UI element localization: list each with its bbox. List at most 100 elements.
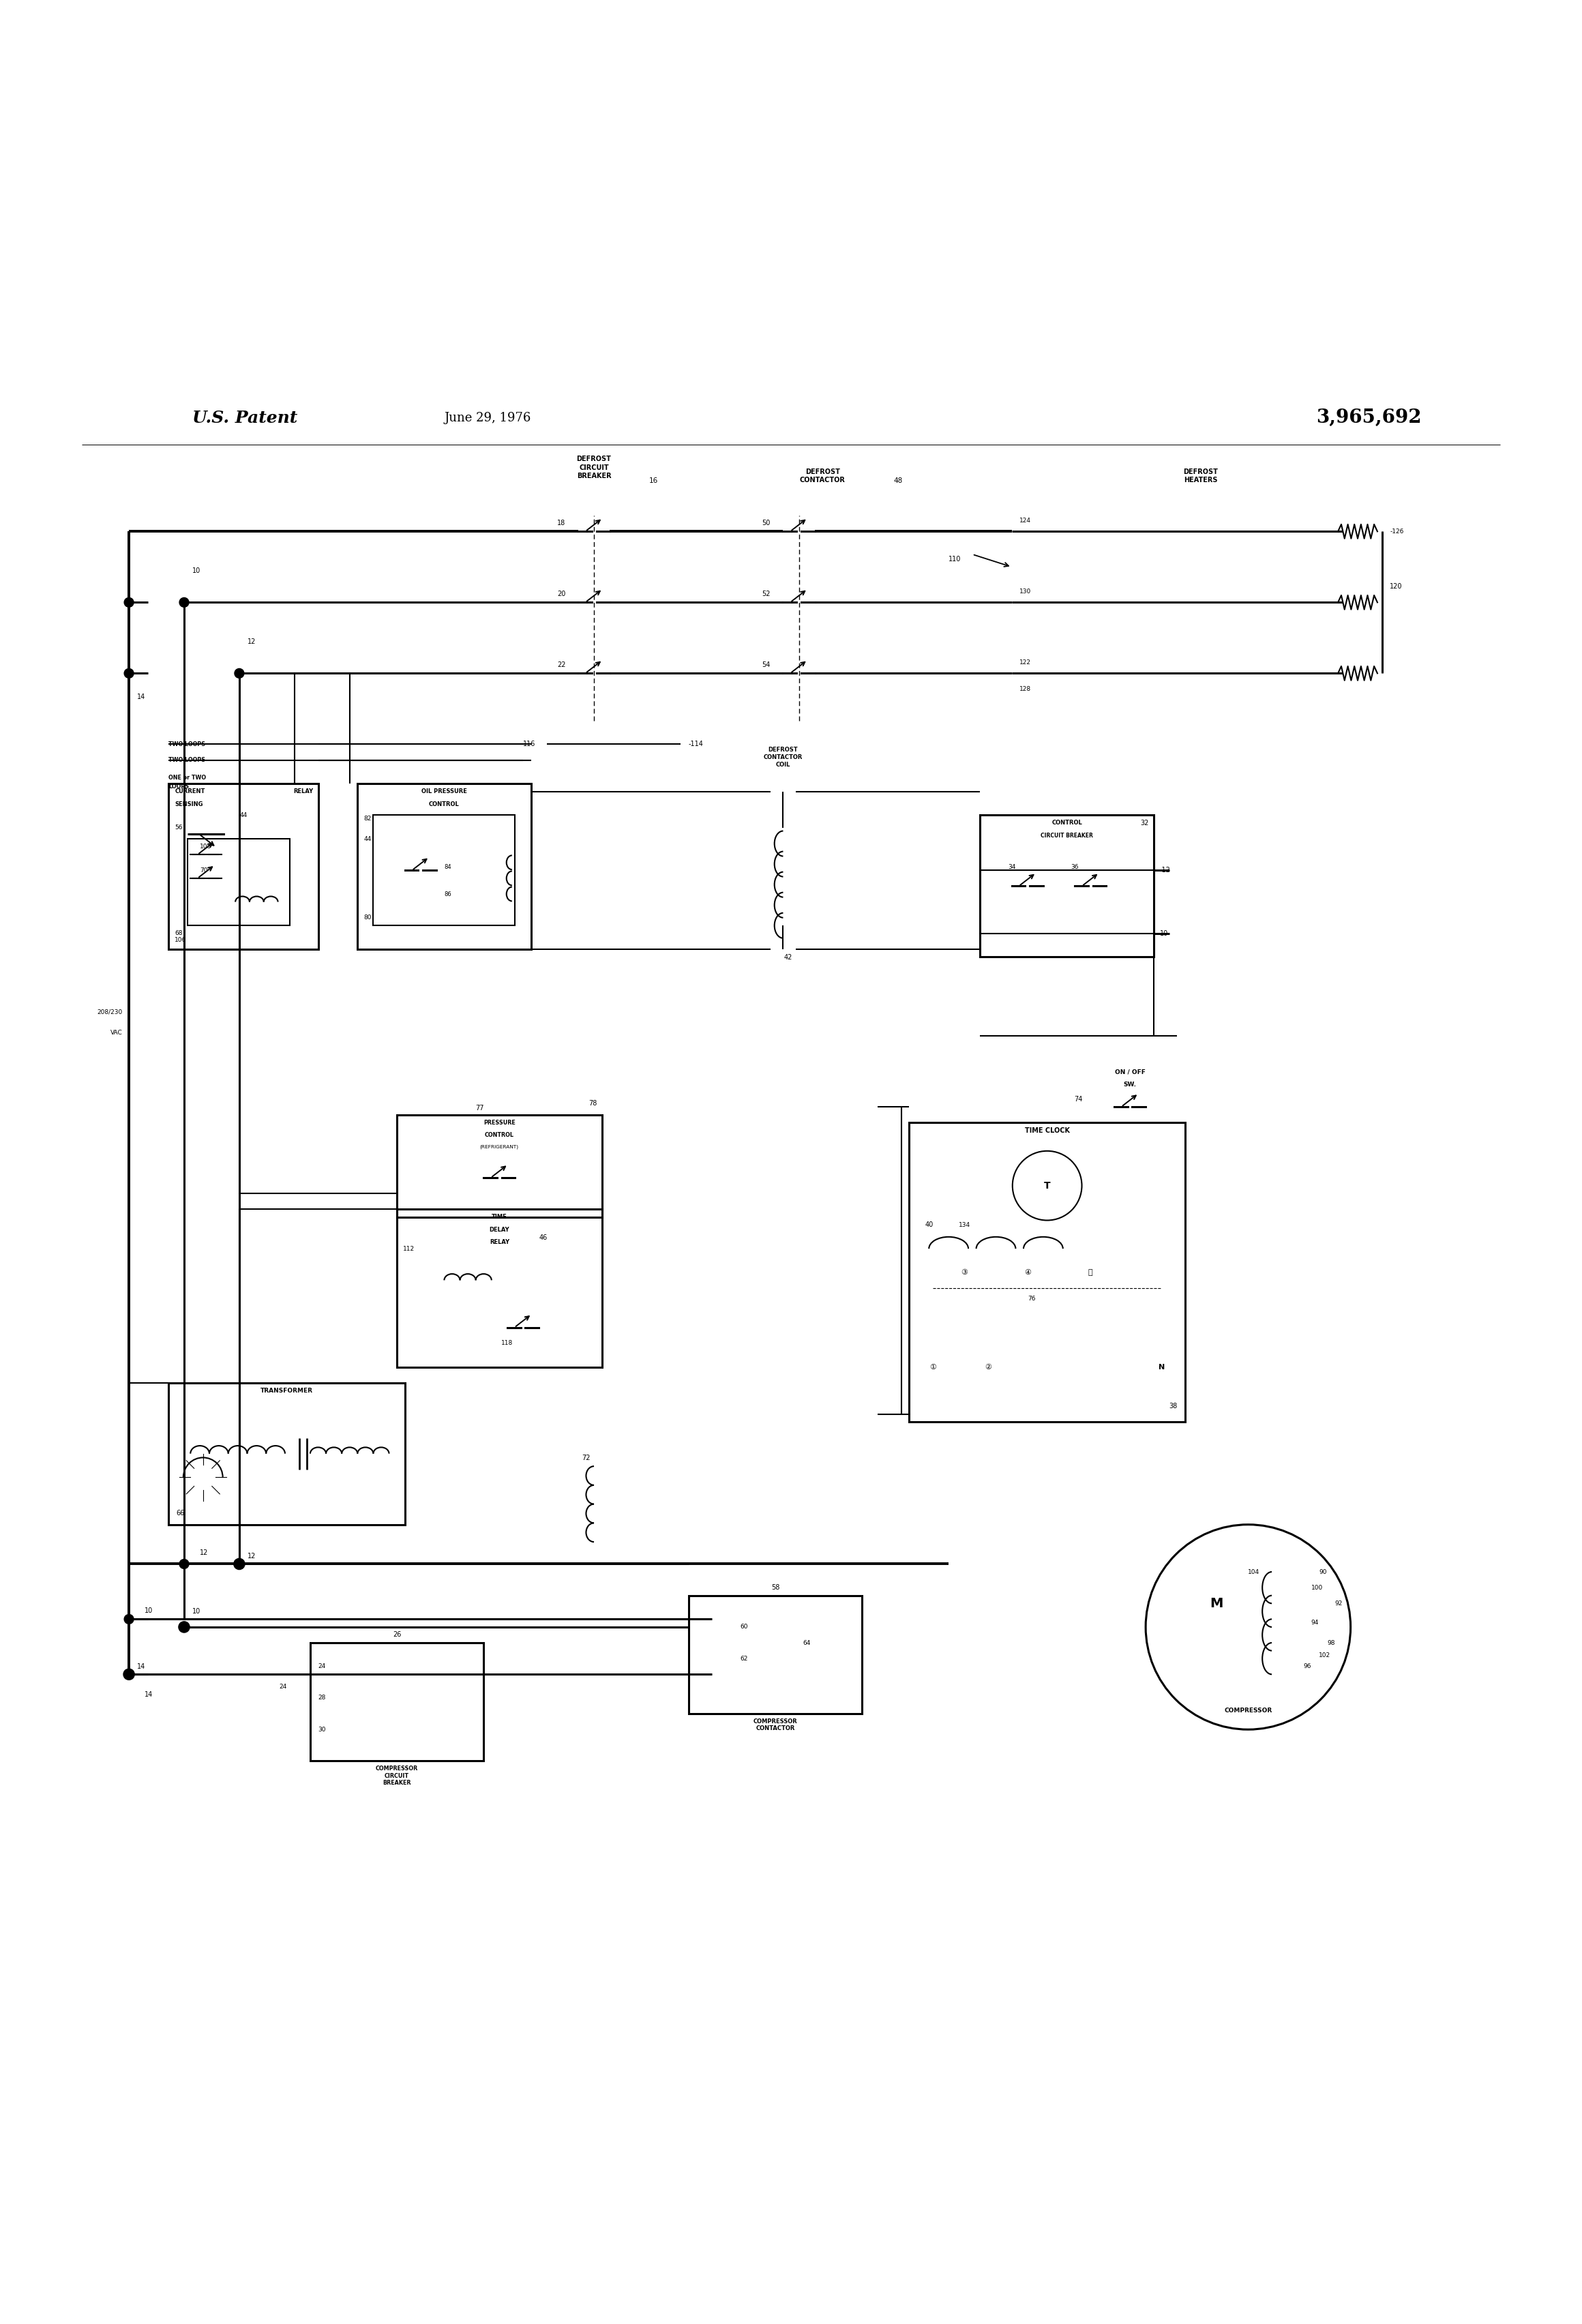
Text: CIRCUIT BREAKER: CIRCUIT BREAKER — [1041, 832, 1093, 839]
Text: June 29, 1976: June 29, 1976 — [445, 411, 532, 423]
Text: 32: 32 — [1141, 820, 1149, 827]
Text: 44: 44 — [364, 837, 372, 841]
Text: 96: 96 — [1304, 1664, 1311, 1669]
Text: 30: 30 — [318, 1727, 326, 1734]
Text: 24: 24 — [318, 1664, 326, 1669]
Text: TIME CLOCK: TIME CLOCK — [1025, 1127, 1069, 1134]
Text: 100: 100 — [1311, 1585, 1323, 1590]
Text: 64: 64 — [804, 1641, 810, 1645]
Text: 44: 44 — [239, 811, 247, 818]
Text: TWO LOOPS: TWO LOOPS — [168, 741, 206, 748]
Text: 16: 16 — [649, 479, 658, 483]
Bar — [981, 816, 1153, 957]
Text: COMPRESSOR
CIRCUIT
BREAKER: COMPRESSOR CIRCUIT BREAKER — [375, 1766, 418, 1787]
Text: ④: ④ — [1024, 1269, 1031, 1276]
Text: TWO LOOPS: TWO LOOPS — [168, 758, 206, 762]
Text: -12: -12 — [1160, 867, 1171, 874]
Text: 122: 122 — [1019, 660, 1031, 665]
Circle shape — [123, 1669, 134, 1680]
Text: 74: 74 — [1074, 1095, 1082, 1102]
Bar — [397, 1116, 601, 1218]
Text: (REFRIGERANT): (REFRIGERANT) — [479, 1146, 519, 1148]
Text: 12: 12 — [199, 1550, 209, 1557]
Text: 134: 134 — [959, 1222, 970, 1227]
Text: 80: 80 — [364, 916, 372, 920]
Text: 26: 26 — [392, 1631, 402, 1638]
Circle shape — [234, 1559, 245, 1569]
Text: PRESSURE: PRESSURE — [484, 1120, 516, 1125]
Text: N: N — [1158, 1364, 1164, 1371]
Text: 84: 84 — [445, 865, 451, 869]
Text: DEFROST
CIRCUIT
BREAKER: DEFROST CIRCUIT BREAKER — [576, 456, 611, 479]
Text: TRANSFORMER: TRANSFORMER — [261, 1387, 313, 1394]
Bar — [397, 1208, 601, 1367]
Text: 104: 104 — [1248, 1569, 1259, 1576]
Bar — [688, 1597, 862, 1713]
Text: 20: 20 — [557, 590, 566, 597]
Text: DELAY: DELAY — [489, 1227, 509, 1232]
Text: 14: 14 — [136, 1664, 146, 1671]
Bar — [358, 783, 532, 948]
Text: 62: 62 — [740, 1655, 748, 1662]
Text: 86: 86 — [445, 890, 451, 897]
Text: 50: 50 — [763, 521, 770, 528]
Text: 124: 124 — [1019, 518, 1031, 523]
Text: VAC: VAC — [111, 1030, 123, 1037]
Bar — [168, 783, 318, 948]
Text: 208/230: 208/230 — [97, 1009, 123, 1016]
Text: -114: -114 — [688, 741, 704, 748]
Text: 116: 116 — [524, 741, 536, 748]
Text: 10: 10 — [191, 567, 201, 574]
Text: CONTROL: CONTROL — [1052, 820, 1082, 825]
Text: 58: 58 — [770, 1585, 780, 1590]
Text: 110: 110 — [949, 555, 962, 562]
Text: 14: 14 — [136, 693, 146, 700]
Text: 77: 77 — [475, 1104, 484, 1111]
Text: 56: 56 — [174, 825, 182, 832]
Text: 28: 28 — [318, 1694, 326, 1701]
Text: 38: 38 — [1169, 1404, 1177, 1411]
Text: DEFROST
HEATERS: DEFROST HEATERS — [1183, 469, 1218, 483]
Text: COMPRESSOR
CONTACTOR: COMPRESSOR CONTACTOR — [753, 1717, 797, 1731]
Text: 22: 22 — [557, 662, 566, 669]
Circle shape — [234, 669, 244, 679]
Text: 70: 70 — [199, 867, 207, 874]
Text: M: M — [1210, 1597, 1223, 1611]
Text: ON / OFF: ON / OFF — [1115, 1069, 1145, 1076]
Text: 60: 60 — [740, 1624, 748, 1629]
Text: RELAY: RELAY — [489, 1239, 509, 1246]
Text: 108: 108 — [199, 844, 212, 851]
Text: 76: 76 — [1027, 1297, 1035, 1301]
Circle shape — [179, 1622, 190, 1631]
Text: RELAY: RELAY — [294, 788, 313, 795]
Text: CONTROL: CONTROL — [484, 1132, 514, 1139]
Text: 82: 82 — [364, 816, 372, 820]
Text: ②: ② — [984, 1364, 992, 1371]
Text: CURRENT: CURRENT — [174, 788, 206, 795]
Bar — [187, 839, 290, 925]
Text: 78: 78 — [589, 1099, 596, 1106]
Text: DEFROST
CONTACTOR
COIL: DEFROST CONTACTOR COIL — [764, 746, 802, 767]
Text: ⓧ: ⓧ — [1088, 1269, 1093, 1276]
Text: SW.: SW. — [1123, 1081, 1136, 1088]
Text: TIME: TIME — [492, 1213, 508, 1220]
Circle shape — [179, 1559, 188, 1569]
Text: 92: 92 — [1335, 1601, 1343, 1606]
Text: 10: 10 — [1160, 930, 1168, 937]
Text: 130: 130 — [1019, 588, 1031, 595]
Text: 94: 94 — [1311, 1620, 1319, 1624]
Text: 14: 14 — [144, 1692, 153, 1699]
Text: ONE or TWO: ONE or TWO — [168, 774, 206, 781]
Text: 72: 72 — [582, 1455, 590, 1462]
Text: 52: 52 — [763, 590, 770, 597]
Circle shape — [179, 597, 188, 607]
Bar — [168, 1383, 405, 1525]
Text: T: T — [1044, 1181, 1050, 1190]
Circle shape — [125, 597, 133, 607]
Text: 90: 90 — [1319, 1569, 1327, 1576]
Text: ③: ③ — [960, 1269, 968, 1276]
Text: CONTROL: CONTROL — [429, 802, 459, 806]
Text: 10: 10 — [191, 1608, 201, 1615]
Text: OIL PRESSURE: OIL PRESSURE — [421, 788, 467, 795]
Text: 12: 12 — [247, 639, 256, 646]
